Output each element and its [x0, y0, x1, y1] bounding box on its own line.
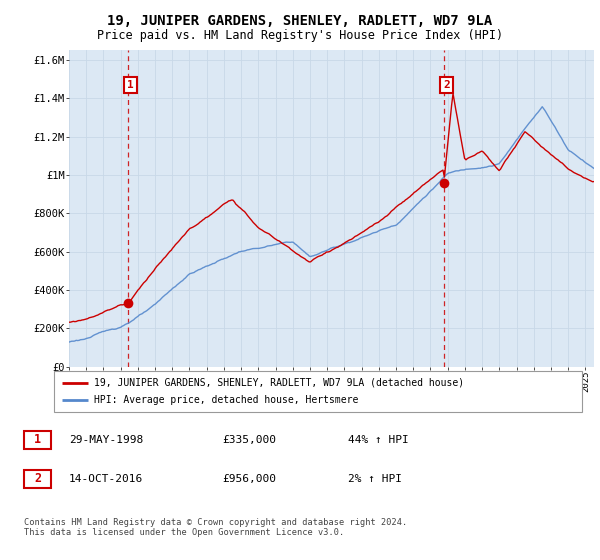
Text: 19, JUNIPER GARDENS, SHENLEY, RADLETT, WD7 9LA (detached house): 19, JUNIPER GARDENS, SHENLEY, RADLETT, W…: [94, 377, 464, 388]
Text: 1: 1: [127, 80, 134, 90]
Text: 1: 1: [34, 433, 41, 446]
FancyBboxPatch shape: [54, 371, 582, 412]
Text: 29-MAY-1998: 29-MAY-1998: [69, 435, 143, 445]
Text: 2% ↑ HPI: 2% ↑ HPI: [348, 474, 402, 484]
Text: 14-OCT-2016: 14-OCT-2016: [69, 474, 143, 484]
Text: 2: 2: [34, 472, 41, 486]
Text: £335,000: £335,000: [222, 435, 276, 445]
Text: £956,000: £956,000: [222, 474, 276, 484]
Text: 19, JUNIPER GARDENS, SHENLEY, RADLETT, WD7 9LA: 19, JUNIPER GARDENS, SHENLEY, RADLETT, W…: [107, 14, 493, 28]
Text: 2: 2: [443, 80, 450, 90]
Text: HPI: Average price, detached house, Hertsmere: HPI: Average price, detached house, Hert…: [94, 395, 358, 405]
Text: 44% ↑ HPI: 44% ↑ HPI: [348, 435, 409, 445]
Text: Contains HM Land Registry data © Crown copyright and database right 2024.
This d: Contains HM Land Registry data © Crown c…: [24, 518, 407, 538]
Text: Price paid vs. HM Land Registry's House Price Index (HPI): Price paid vs. HM Land Registry's House …: [97, 29, 503, 42]
